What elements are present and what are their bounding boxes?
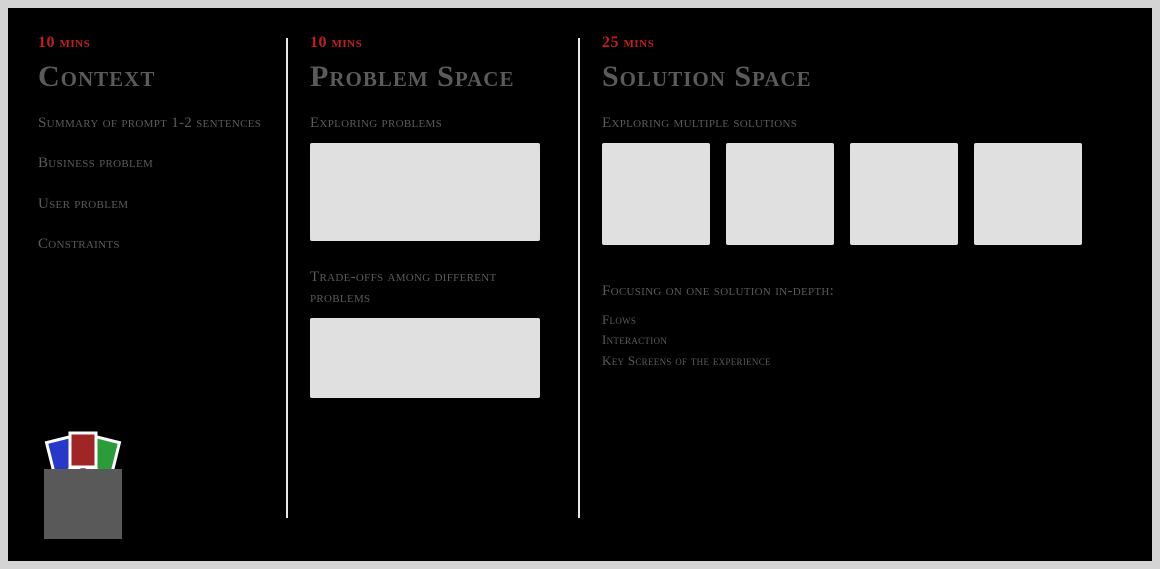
solution-thumb-2 — [726, 143, 834, 245]
time-badge-solution: 25 mins — [602, 34, 1122, 52]
placeholder-tradeoffs — [310, 318, 540, 398]
placeholder-exploring-problems — [310, 143, 540, 241]
context-line-summary: Summary of prompt 1-2 sentences — [38, 113, 268, 133]
bullet-flows: Flows — [602, 310, 1122, 331]
time-badge-context: 10 mins — [38, 34, 268, 52]
label-exploring-solutions: Exploring multiple solutions — [602, 113, 1122, 133]
column-solution-space: 25 mins Solution Space Exploring multipl… — [580, 34, 1122, 535]
pen-holder-icon — [38, 425, 130, 545]
title-solution-space: Solution Space — [602, 60, 1122, 93]
title-problem-space: Problem Space — [310, 60, 560, 93]
solution-thumbnails-row — [602, 143, 1122, 245]
time-badge-problem: 10 mins — [310, 34, 560, 52]
context-line-user: User problem — [38, 194, 268, 214]
title-context: Context — [38, 60, 268, 93]
label-exploring-problems: Exploring problems — [310, 113, 560, 133]
solution-thumb-3 — [850, 143, 958, 245]
solution-thumb-1 — [602, 143, 710, 245]
context-line-constraints: Constraints — [38, 234, 268, 254]
solution-thumb-4 — [974, 143, 1082, 245]
whiteboard: 10 mins Context Summary of prompt 1-2 se… — [8, 8, 1152, 561]
label-tradeoffs: Trade-offs among different problems — [310, 267, 560, 308]
column-context: 10 mins Context Summary of prompt 1-2 se… — [38, 34, 286, 535]
context-line-business: Business problem — [38, 153, 268, 173]
column-problem-space: 10 mins Problem Space Exploring problems… — [288, 34, 578, 535]
bullet-key-screens: Key Screens of the experience — [602, 351, 1122, 372]
label-focusing-solution: Focusing on one solution in-depth: — [602, 281, 1122, 301]
bullet-interaction: Interaction — [602, 330, 1122, 351]
